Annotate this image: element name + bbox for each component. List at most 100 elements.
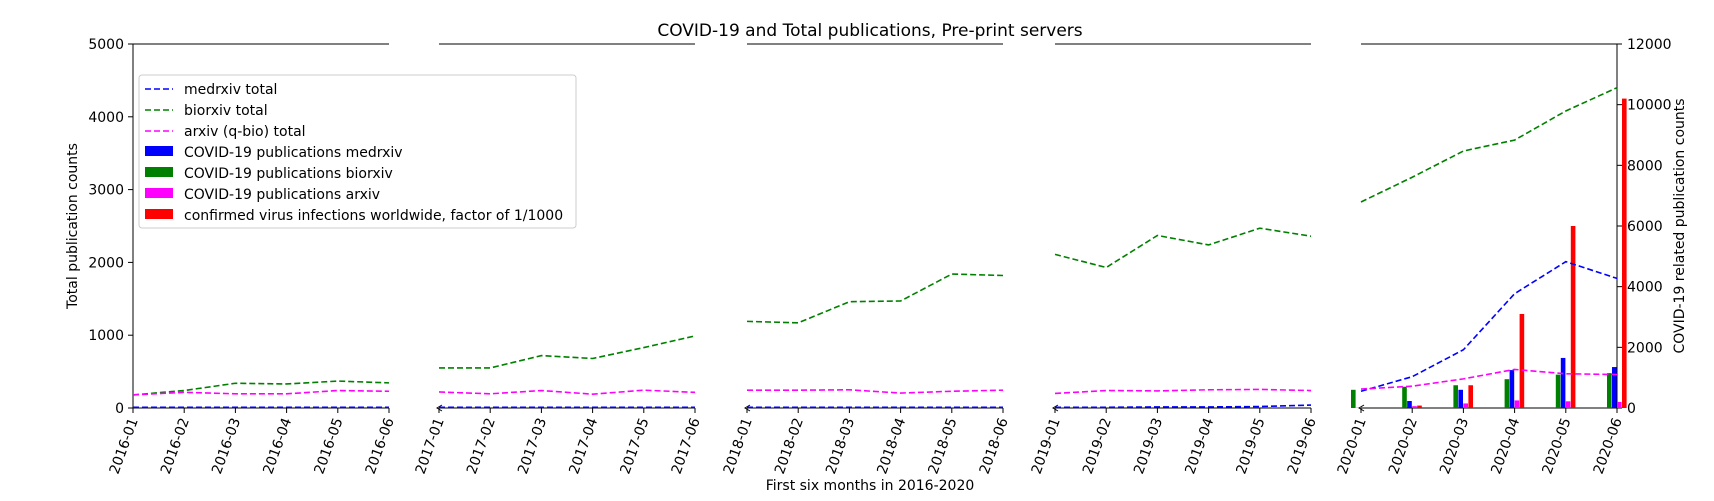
bar-covid-biorxiv — [1351, 389, 1356, 408]
y-tick-label-right: 0 — [1627, 401, 1636, 417]
x-tick-label: 2018-06 — [977, 416, 1012, 477]
x-tick-label: 2020-06 — [1591, 416, 1626, 477]
x-tick-label: 2017-06 — [669, 416, 704, 477]
legend-swatch-bar — [145, 146, 173, 156]
bar-covid-biorxiv — [1555, 374, 1561, 408]
bar-covid-medrxiv — [1458, 389, 1463, 408]
legend-label: COVID-19 publications biorxiv — [184, 166, 393, 182]
x-tick-label: 2017-02 — [464, 416, 499, 476]
panel-2020: 2020-01 2020-02 2020-03 2020-04 2020-05 2020-… — [1335, 43, 1627, 477]
legend: medrxiv total biorxiv total arxiv (q-bio) … — [138, 74, 577, 229]
y-tick-label-left: 2000 — [88, 255, 124, 271]
y-tick-label-right: 2000 — [1627, 340, 1663, 356]
axis-break-mark — [1052, 404, 1059, 412]
x-tick-label: 2016-06 — [363, 416, 398, 477]
bar-infections — [1570, 226, 1576, 408]
x-tick-label: 2019-02 — [1080, 416, 1115, 476]
x-tick-label: 2019-04 — [1182, 416, 1217, 477]
y-tick-label-right: 8000 — [1627, 158, 1663, 174]
x-tick-label: 2016-01 — [107, 416, 142, 476]
line-arxiv-total — [438, 389, 696, 395]
bar-covid-arxiv — [1514, 400, 1520, 408]
x-tick-label: 2016-05 — [312, 416, 347, 476]
x-tick-label: 2020-03 — [1437, 416, 1472, 476]
legend-swatch-bar — [145, 209, 173, 219]
bar-covid-biorxiv — [1402, 386, 1407, 408]
x-tick-label: 2019-05 — [1234, 416, 1269, 476]
y-tick-label-left: 3000 — [88, 183, 124, 199]
bar-covid-arxiv — [1412, 406, 1417, 408]
y-axis-title-left: Total publication counts — [65, 143, 81, 310]
legend-label: biorxiv total — [184, 103, 268, 119]
y-tick-label-right: 4000 — [1627, 280, 1663, 296]
x-tick-label: 2020-01 — [1335, 416, 1370, 476]
bar-covid-arxiv — [1617, 401, 1622, 408]
line-biorxiv-total — [132, 380, 390, 396]
bar-infections — [1519, 313, 1525, 408]
x-tick-label: 2016-02 — [158, 416, 193, 476]
line-biorxiv-total — [439, 335, 696, 369]
x-tick-label: 2020-02 — [1386, 416, 1421, 476]
axis-break-mark — [436, 404, 443, 412]
y-tick-label-left: 1000 — [88, 328, 124, 344]
line-arxiv-total — [132, 389, 390, 396]
legend-label: confirmed virus infections worldwide, fa… — [184, 208, 563, 224]
panel-2019: 2019-01 2019-02 2019-03 2019-04 2019-05 2019-… — [1029, 43, 1320, 477]
bar-covid-arxiv — [1565, 401, 1571, 408]
x-tick-label: 2019-03 — [1131, 416, 1166, 476]
y-tick-label-left: 5000 — [88, 37, 124, 53]
bar-covid-biorxiv — [1607, 373, 1612, 408]
x-tick-label: 2018-05 — [926, 416, 961, 476]
bar-covid-medrxiv — [1407, 401, 1412, 408]
bar-covid-arxiv — [1463, 403, 1468, 408]
x-tick-label: 2020-04 — [1488, 416, 1523, 477]
y-tick-label-left: 0 — [115, 401, 124, 417]
x-tick-label: 2018-04 — [874, 416, 909, 477]
x-axis-title: First six months in 2016-2020 — [766, 478, 975, 494]
bar-covid-medrxiv — [1509, 370, 1515, 408]
x-tick-label: 2018-01 — [721, 416, 756, 476]
axis-break-mark — [744, 404, 751, 412]
legend-label: COVID-19 publications medrxiv — [184, 145, 403, 161]
line-medrxiv-total — [1360, 260, 1618, 393]
x-tick-label: 2020-05 — [1540, 416, 1575, 476]
bar-covid-biorxiv — [1453, 385, 1458, 408]
x-tick-label: 2016-04 — [260, 416, 295, 477]
line-arxiv-total — [1054, 388, 1312, 395]
legend-label: COVID-19 publications arxiv — [184, 187, 380, 203]
x-tick-label: 2017-03 — [515, 416, 550, 476]
y-tick-label-right: 6000 — [1627, 219, 1663, 235]
bar-covid-medrxiv — [1560, 357, 1566, 408]
y-tick-label-right: 10000 — [1627, 98, 1672, 114]
line-arxiv-total — [1360, 368, 1618, 390]
line-arxiv-total — [747, 388, 1004, 394]
y-tick-label-left: 4000 — [88, 110, 124, 126]
panel-2018: 2018-01 2018-02 2018-03 2018-04 2018-05 2018-… — [721, 43, 1012, 477]
bar-infections — [1622, 98, 1627, 408]
x-tick-label: 2016-03 — [209, 416, 244, 476]
legend-label: medrxiv total — [184, 82, 277, 98]
line-biorxiv-total — [1360, 86, 1618, 203]
y-axis-title-right: COVID-19 related publication counts — [1672, 98, 1688, 353]
bar-covid-biorxiv — [1504, 379, 1510, 408]
line-medrxiv-total — [1055, 404, 1312, 409]
y-tick-label-right: 12000 — [1627, 37, 1672, 53]
bar-infections — [1417, 405, 1422, 408]
line-biorxiv-total — [1054, 227, 1312, 269]
legend-label: arxiv (q-bio) total — [184, 124, 306, 140]
x-tick-label: 2019-06 — [1285, 416, 1320, 477]
x-tick-label: 2019-01 — [1029, 416, 1064, 476]
chart-title: COVID-19 and Total publications, Pre-pri… — [657, 21, 1082, 41]
legend-box — [138, 74, 577, 229]
bar-covid-medrxiv — [1612, 367, 1617, 408]
bar-infections — [1468, 385, 1473, 408]
x-tick-label: 2018-02 — [772, 416, 807, 476]
line-biorxiv-total — [746, 273, 1004, 324]
x-tick-label: 2018-03 — [823, 416, 858, 476]
legend-swatch-bar — [145, 188, 173, 198]
x-tick-label: 2017-05 — [618, 416, 653, 476]
x-tick-label: 2017-04 — [566, 416, 601, 477]
legend-swatch-bar — [145, 167, 173, 177]
